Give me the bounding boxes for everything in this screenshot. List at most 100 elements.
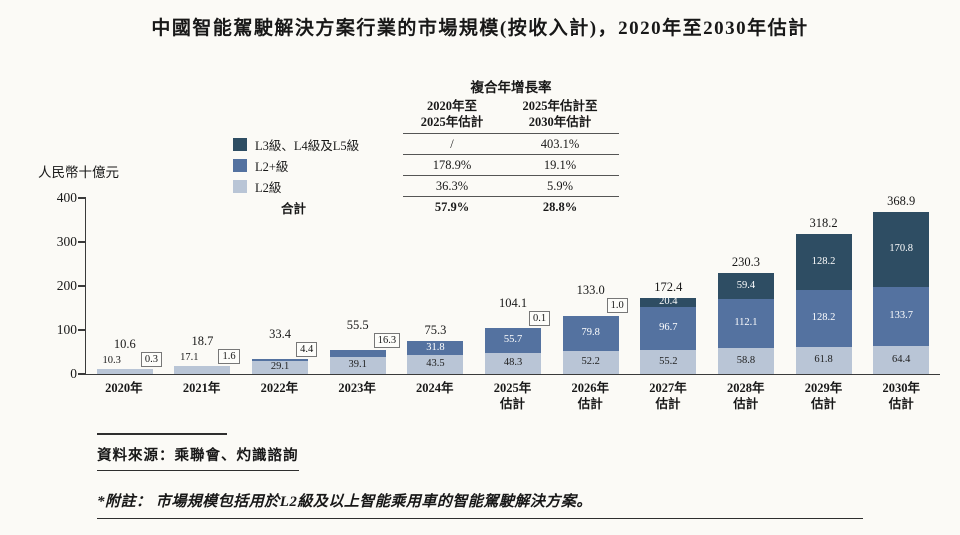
y-tick-mark: [78, 329, 86, 331]
bar-segment: 79.8: [562, 315, 619, 352]
cagr-value: 403.1%: [501, 134, 619, 156]
bar-total-label: 133.0: [576, 283, 605, 298]
x-axis-label: 2027年 估計: [649, 381, 687, 412]
bar-segment: 48.3: [485, 352, 542, 374]
legend-swatch: [233, 138, 247, 152]
x-axis-label: 2030年 估計: [882, 381, 920, 412]
bar-group: 55.2 96.7 20.4 172.4: [629, 198, 707, 374]
bar-stack: 58.8 112.1 59.4: [717, 272, 774, 374]
bar-segment: 170.8: [873, 211, 930, 287]
bar-segment: 43.5: [407, 354, 464, 374]
bar-segment: 52.2: [562, 351, 619, 374]
x-axis-label: 2022年: [260, 381, 299, 395]
cagr-col-header: 2020年至 2025年估計: [403, 98, 501, 135]
bar-stack: 39.1: [329, 349, 386, 374]
bar-segment: 128.2: [795, 290, 852, 347]
x-axis-label: 2020年: [105, 381, 143, 395]
y-tick-label: 0: [70, 366, 77, 381]
bar-group: 52.2 79.8 1.0 133.0: [552, 198, 630, 374]
legend-item: L2+級: [233, 155, 403, 176]
cagr-value: 19.1%: [501, 155, 619, 177]
cagr-value: 178.9%: [403, 155, 501, 177]
bar-group: 61.8 128.2 128.2 318.2: [785, 198, 863, 374]
bar-stack: 29.1: [252, 359, 309, 374]
cagr-value: 28.8%: [542, 200, 578, 215]
bar-segment: 20.4: [640, 297, 697, 308]
bar-group: 29.1 4.4 33.4: [241, 198, 319, 374]
bar-total-label: 172.4: [654, 280, 683, 295]
source-rule: [97, 433, 227, 435]
bar-group: 58.8 112.1 59.4 230.3: [707, 198, 785, 374]
bar-total-label: 10.6: [113, 337, 136, 352]
y-tick-mark: [78, 373, 86, 375]
y-tick-label: 200: [56, 278, 77, 293]
y-tick-mark: [78, 285, 86, 287]
bar-segment-label: 4.4: [296, 342, 318, 358]
x-axis-label: 2021年: [182, 381, 221, 395]
bar-segment: 31.8: [407, 340, 464, 355]
bar-total-label: 104.1: [498, 296, 528, 311]
bar-stack: 52.2 79.8: [562, 315, 619, 374]
bar-group: 48.3 55.7 0.1 104.1: [474, 198, 552, 374]
legend-swatch: [233, 180, 247, 194]
cagr-value: 36.3%: [403, 176, 501, 198]
bar-stack: 64.4 133.7 170.8: [873, 211, 930, 374]
bar-segment-label: 1.6: [218, 348, 240, 364]
x-axis-label: 2029年 估計: [804, 381, 843, 412]
bar-stack: 48.3 55.7: [485, 328, 542, 374]
x-axis-label: 2024年: [416, 381, 454, 395]
bar-segment: [252, 359, 309, 362]
y-tick-mark: [78, 241, 86, 243]
cagr-value: 57.9%: [434, 200, 470, 215]
bar-group: 39.1 16.3 55.5: [319, 198, 401, 374]
bar-stack: 43.5 31.8: [407, 340, 464, 374]
bar-segment-label: 16.3: [373, 332, 401, 348]
bar-segment: 133.7: [873, 286, 930, 346]
bar-stack: [96, 369, 153, 374]
cagr-total-row-label: 合計: [233, 197, 403, 218]
source-block: 資料來源：乘聯會、灼識諮詢: [97, 433, 299, 471]
x-axis-label: 2026年 估計: [571, 381, 610, 412]
bar-group: 64.4 133.7 170.8 368.9: [862, 194, 940, 374]
bar-segment-label: 10.3: [102, 355, 121, 367]
x-axis-label: 2028年 估計: [726, 381, 765, 412]
bar-stack: [174, 365, 231, 374]
legend-label: 合計: [281, 202, 307, 217]
bar-segment: 39.1: [329, 356, 386, 374]
source-text: 資料來源：乘聯會、灼識諮詢: [97, 444, 299, 471]
bar-total-label: 318.2: [809, 216, 838, 230]
legend-swatch: [233, 159, 247, 173]
bar-segment: [329, 349, 386, 357]
cagr-grid: 2020年至 2025年估計 2025年估計至 2030年估計 L3級、L4級及L5…: [233, 98, 619, 218]
bar-total-label: 368.9: [887, 193, 916, 208]
bar-segment: [174, 365, 231, 367]
bar-segment-label: 0.1: [529, 311, 551, 327]
cagr-table-title: 複合年增長率: [470, 80, 552, 95]
bar-segment: 58.8: [717, 348, 774, 374]
cagr-col-header: 2025年估計至 2030年估計: [501, 98, 619, 135]
bar-segment: 112.1: [717, 298, 774, 349]
y-tick-mark: [78, 197, 86, 199]
legend-label: L3級、L4級及L5級: [255, 139, 360, 154]
footnote-block: *附註： 市場規模包括用於L2級及以上智能乘用車的智能駕駛解決方案。: [97, 490, 863, 519]
cagr-corner: [233, 98, 403, 134]
bars: 10.3 0.3 10.6 17.1 1.6 18.7 29.1 4.4 33.4 39.1 16.…: [86, 194, 940, 374]
bar-segment: 61.8: [795, 346, 852, 374]
bar-total-label: 75.3: [424, 322, 447, 337]
bar-group: 10.3 0.3 10.6: [86, 198, 164, 374]
bar-total-label: 55.5: [346, 317, 369, 332]
legend-item: L3級、L4級及L5級: [233, 134, 403, 155]
bar-segment: [96, 369, 153, 374]
cagr-value: /: [403, 134, 501, 156]
bar-segment: 64.4: [873, 345, 930, 374]
bar-segment-label: 1.0: [606, 298, 628, 314]
footnote-text: *附註： 市場規模包括用於L2級及以上智能乘用車的智能駕駛解決方案。: [97, 490, 863, 519]
plot-area: 0 100 200 300 400 10.3 0.3 10.6 17.1 1.6 18.7 29.1 4…: [57, 190, 940, 381]
bar-segment: 128.2: [795, 234, 852, 291]
bar-segment-label: 17.1: [180, 351, 199, 363]
bar-segment-label: 0.3: [140, 352, 162, 368]
bar-segment: 29.1: [252, 361, 309, 374]
cagr-table: 複合年增長率 2020年至 2025年估計 2025年估計至 2030年估計 L3級…: [233, 76, 619, 218]
y-tick-label: 300: [56, 234, 77, 249]
